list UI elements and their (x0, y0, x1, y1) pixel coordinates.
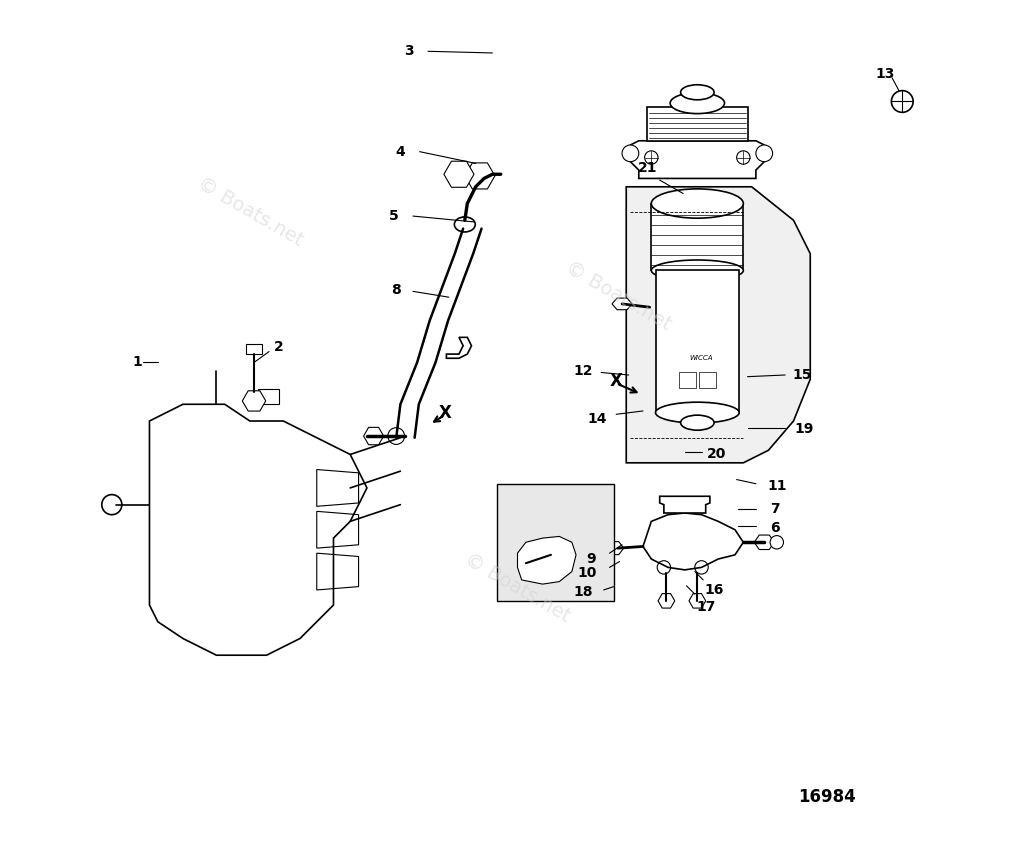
Polygon shape (689, 594, 706, 608)
Polygon shape (518, 536, 576, 584)
Polygon shape (658, 594, 675, 608)
Ellipse shape (655, 402, 739, 423)
Text: 9: 9 (586, 552, 596, 566)
Text: 12: 12 (573, 364, 592, 378)
Text: 18: 18 (573, 585, 592, 600)
Bar (258, 389, 279, 404)
Text: 20: 20 (707, 447, 727, 461)
Bar (655, 270, 739, 413)
Text: X: X (610, 372, 623, 390)
Polygon shape (446, 338, 472, 358)
Polygon shape (630, 141, 764, 179)
Ellipse shape (681, 415, 714, 430)
Text: © Boats.net: © Boats.net (562, 258, 674, 333)
Text: 1: 1 (132, 355, 142, 370)
Polygon shape (612, 298, 632, 310)
Polygon shape (755, 535, 774, 550)
Polygon shape (242, 391, 266, 411)
Polygon shape (363, 428, 384, 445)
Text: 16: 16 (705, 583, 723, 597)
Text: 17: 17 (696, 600, 715, 614)
Bar (699, 372, 716, 387)
Text: 4: 4 (395, 145, 406, 158)
Circle shape (756, 145, 772, 162)
Bar (497, 484, 614, 601)
Text: 6: 6 (770, 521, 780, 535)
Text: 21: 21 (638, 162, 657, 175)
Polygon shape (465, 163, 495, 189)
Polygon shape (643, 513, 743, 570)
Text: 19: 19 (795, 423, 815, 436)
Text: 3: 3 (404, 45, 414, 58)
Polygon shape (603, 541, 624, 555)
Text: © Boats.net: © Boats.net (462, 551, 573, 626)
Polygon shape (647, 107, 747, 141)
Text: 10: 10 (578, 566, 596, 580)
Text: 5: 5 (389, 209, 398, 223)
Bar (679, 372, 696, 387)
Text: 8: 8 (391, 283, 402, 296)
Polygon shape (626, 187, 810, 463)
Circle shape (622, 145, 639, 162)
Text: 16984: 16984 (798, 788, 856, 807)
Text: 7: 7 (770, 502, 780, 516)
Text: X: X (438, 403, 451, 422)
Bar (246, 344, 262, 354)
Bar (651, 204, 743, 270)
Text: 13: 13 (876, 67, 895, 81)
Ellipse shape (651, 189, 743, 218)
Polygon shape (659, 496, 710, 513)
Ellipse shape (681, 85, 714, 100)
Circle shape (891, 91, 913, 112)
Text: WICCA: WICCA (689, 355, 713, 361)
Text: 11: 11 (767, 479, 787, 493)
Circle shape (770, 536, 783, 549)
Ellipse shape (454, 217, 475, 232)
Ellipse shape (651, 260, 743, 281)
Polygon shape (444, 161, 474, 187)
Ellipse shape (670, 93, 724, 114)
Text: 14: 14 (587, 413, 607, 426)
Text: © Boats.net: © Boats.net (194, 174, 306, 250)
Text: 15: 15 (792, 368, 811, 382)
Text: 2: 2 (274, 340, 284, 354)
